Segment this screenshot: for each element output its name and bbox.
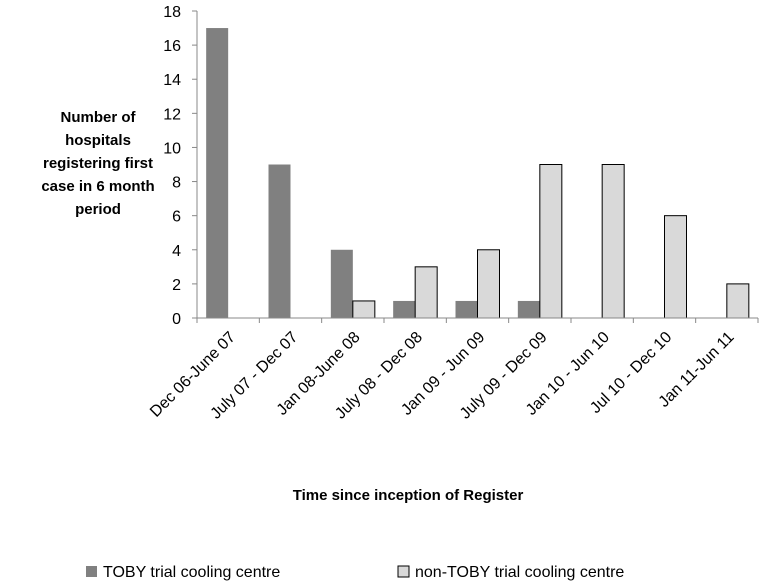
non-toby-bar — [477, 249, 500, 319]
toby-bar — [455, 300, 478, 318]
legend-label-toby: TOBY trial cooling centre — [103, 564, 280, 581]
non-toby-bar — [414, 266, 438, 319]
non-toby-bar — [601, 164, 625, 319]
legend-swatch-non-toby — [397, 565, 410, 578]
toby-bar — [393, 300, 416, 318]
legend-label-non-toby: non-TOBY trial cooling centre — [415, 564, 624, 581]
legend: TOBY trial cooling centre non-TOBY trial … — [86, 564, 624, 581]
x-axis-label: Time since inception of Register — [293, 487, 524, 504]
y-axis-label-line-5: period — [75, 201, 121, 218]
y-tick-label: 12 — [163, 106, 181, 123]
non-toby-bar — [539, 164, 563, 319]
y-tick-label: 0 — [172, 311, 181, 328]
y-axis-ticks: 0 2 4 6 8 10 12 14 16 18 — [163, 4, 197, 328]
legend-swatch-toby — [86, 566, 97, 577]
y-tick-label: 14 — [163, 72, 181, 89]
y-axis-label: Number of hospitals registering first ca… — [41, 109, 154, 218]
toby-bar — [206, 28, 229, 319]
y-tick-label: 8 — [172, 175, 181, 192]
y-axis-label-line-1: Number of — [61, 109, 137, 126]
toby-bar — [330, 249, 353, 318]
y-axis-label-line-3: registering first — [43, 155, 153, 172]
toby-bar — [517, 300, 540, 318]
y-tick-label: 2 — [172, 277, 181, 294]
y-tick-label: 6 — [172, 209, 181, 226]
non-toby-bar — [664, 215, 687, 319]
y-tick-label: 4 — [172, 243, 181, 260]
y-tick-label: 16 — [163, 38, 181, 55]
toby-bar — [268, 164, 291, 318]
non-toby-bar — [352, 300, 376, 319]
bars — [206, 28, 750, 319]
y-tick-label: 10 — [163, 140, 181, 157]
y-axis-label-line-2: hospitals — [65, 132, 131, 149]
non-toby-bar — [726, 283, 750, 319]
y-tick-label: 18 — [163, 4, 181, 21]
axes — [196, 11, 758, 319]
y-axis-label-line-4: case in 6 month — [41, 178, 154, 195]
